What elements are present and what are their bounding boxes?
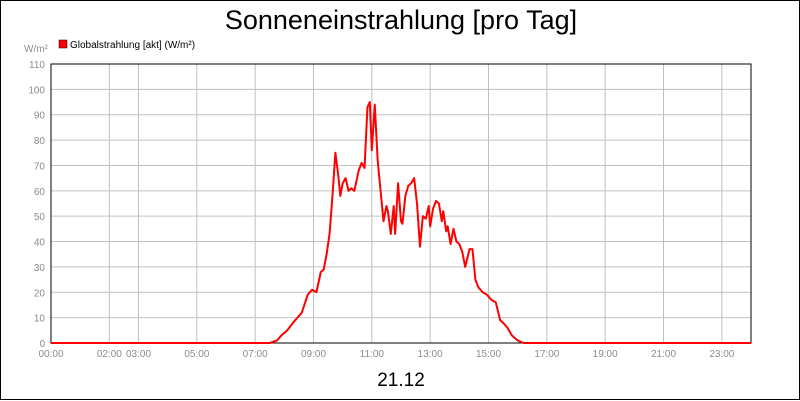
x-tick-label: 02:00 <box>97 349 122 360</box>
y-tick-label: 30 <box>34 263 46 274</box>
x-tick-label: 00:00 <box>38 349 63 360</box>
y-tick-label: 10 <box>34 314 46 325</box>
y-tick-label: 0 <box>39 339 45 350</box>
y-axis-unit: W/m² <box>24 44 49 55</box>
legend-label-globalstrahlung: Globalstrahlung [akt] (W/m²) <box>70 40 195 51</box>
plot-area-border <box>50 63 752 344</box>
y-tick-label: 80 <box>34 136 46 147</box>
x-tick-label: 05:00 <box>184 349 209 360</box>
x-tick-label: 23:00 <box>709 349 734 360</box>
chart-title: Sonneneinstrahlung [pro Tag] <box>225 5 577 35</box>
y-tick-label: 90 <box>34 111 46 122</box>
series-layer <box>51 101 751 344</box>
x-tick-label: 09:00 <box>301 349 326 360</box>
date-label: 21.12 <box>377 370 425 391</box>
y-axis-ticks: 0 10 20 30 40 50 60 70 80 90 100 110 <box>28 60 45 350</box>
x-tick-label: 03:00 <box>126 349 151 360</box>
legend-swatch-globalstrahlung <box>58 39 68 49</box>
y-tick-label: 20 <box>34 288 46 299</box>
x-tick-label: 21:00 <box>651 349 676 360</box>
grid <box>50 63 751 344</box>
y-tick-label: 70 <box>34 161 46 172</box>
x-tick-label: 19:00 <box>593 349 618 360</box>
y-tick-label: 40 <box>34 238 46 249</box>
x-tick-label: 13:00 <box>418 349 443 360</box>
x-tick-label: 07:00 <box>243 349 268 360</box>
x-tick-label: 15:00 <box>476 349 501 360</box>
x-tick-label: 11:00 <box>360 349 385 360</box>
y-tick-label: 60 <box>34 187 46 198</box>
y-tick-label: 110 <box>29 60 45 71</box>
series-line-globalstrahlung <box>51 101 751 344</box>
y-tick-label: 100 <box>28 85 45 96</box>
x-tick-label: 17:00 <box>534 349 559 360</box>
y-tick-label: 50 <box>34 212 46 223</box>
x-axis-ticks: 00:00 02:00 03:00 05:00 07:00 09:00 11:00 13:00… <box>38 349 734 360</box>
